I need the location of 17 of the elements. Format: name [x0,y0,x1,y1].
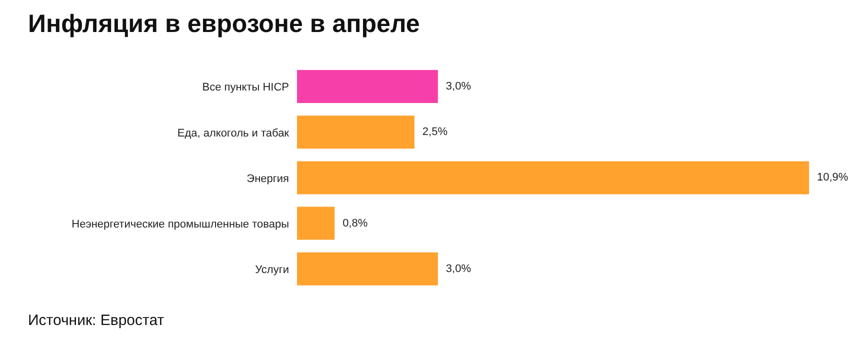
y-tick-label: Энергия [246,172,290,185]
text: Источник: Евростат [28,312,164,329]
bar [297,252,438,286]
data-label: 3,0% [446,80,472,92]
bar [297,206,335,240]
chart-title: Инфляция в еврозоне в апреле [28,10,420,39]
y-tick-label: Все пункты HICP [202,82,289,94]
bar [297,161,809,194]
bar [297,70,438,103]
y-tick-label: Услуги [255,264,289,276]
data-label: 3,0% [446,262,472,275]
y-tick-label: Еда, алкоголь и табак [177,127,290,140]
data-label: 0,8% [342,217,368,230]
data-label: 2,5% [422,126,448,138]
data-label: 10,9% [817,172,848,184]
y-tick-label: Неэнергетические промышленные товары [72,218,290,231]
bar [297,116,414,149]
